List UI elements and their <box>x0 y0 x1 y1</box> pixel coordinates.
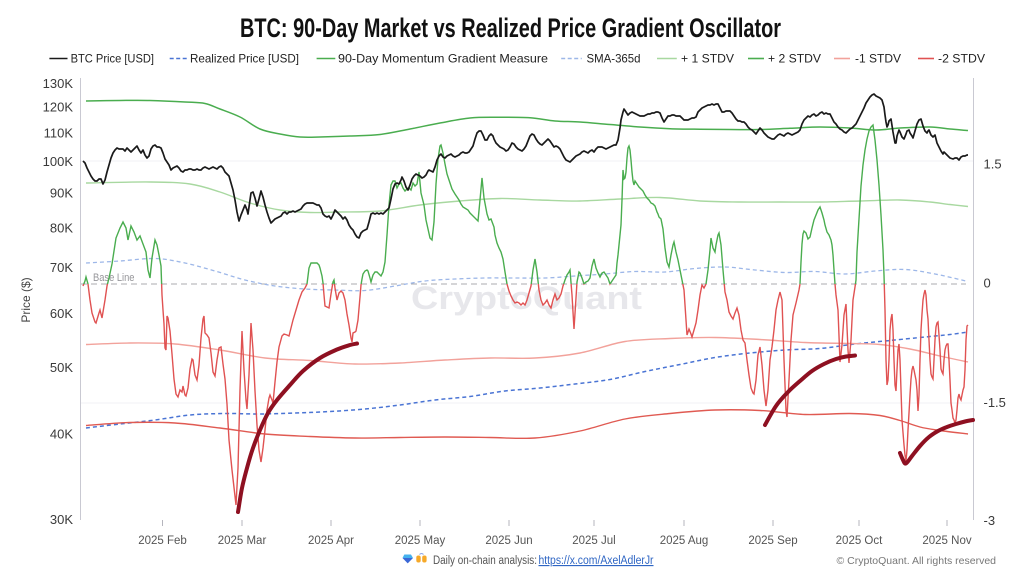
svg-text:2025 Jul: 2025 Jul <box>572 535 615 547</box>
svg-text:2025 May: 2025 May <box>395 535 446 547</box>
svg-text:2025 Mar: 2025 Mar <box>218 535 267 547</box>
svg-text:90K: 90K <box>50 185 73 200</box>
svg-text:https://x.com/AxelAdlerJr: https://x.com/AxelAdlerJr <box>539 555 654 567</box>
svg-text:BTC: 90-Day Market vs Realized: BTC: 90-Day Market vs Realized Price Gra… <box>240 13 781 43</box>
svg-text:100K: 100K <box>43 154 74 169</box>
svg-text:40K: 40K <box>50 427 73 442</box>
svg-text:2025 Jun: 2025 Jun <box>485 535 532 547</box>
svg-text:+ 2 STDV: + 2 STDV <box>768 52 821 66</box>
svg-text:2025 Nov: 2025 Nov <box>922 535 971 547</box>
svg-text:-3: -3 <box>984 513 996 528</box>
svg-text:70K: 70K <box>50 260 73 275</box>
svg-text:2025 Sep: 2025 Sep <box>748 535 797 547</box>
svg-text:SMA-365d: SMA-365d <box>587 52 641 66</box>
svg-text:-2 STDV: -2 STDV <box>938 52 985 66</box>
svg-text:2025 Oct: 2025 Oct <box>836 535 883 547</box>
svg-text:130K: 130K <box>43 76 74 91</box>
svg-text:BTC Price [USD]: BTC Price [USD] <box>71 52 154 66</box>
svg-text:+ 1 STDV: + 1 STDV <box>681 52 734 66</box>
svg-text:30K: 30K <box>50 512 73 527</box>
svg-text:Base Line: Base Line <box>93 272 135 284</box>
svg-text:2025 Aug: 2025 Aug <box>660 535 709 547</box>
svg-text:2025 Apr: 2025 Apr <box>308 535 354 547</box>
svg-text:50K: 50K <box>50 360 73 375</box>
svg-text:80K: 80K <box>50 220 73 235</box>
svg-text:CryptoQuant: CryptoQuant <box>411 280 642 316</box>
svg-text:0: 0 <box>984 276 991 291</box>
svg-text:© CryptoQuant. All rights rese: © CryptoQuant. All rights reserved <box>837 555 997 567</box>
svg-text:1.5: 1.5 <box>984 157 1002 172</box>
svg-text:90-Day Momentum Gradient Measu: 90-Day Momentum Gradient Measure <box>338 52 548 66</box>
svg-text:Realized Price [USD]: Realized Price [USD] <box>190 52 299 66</box>
svg-text:-1.5: -1.5 <box>984 395 1006 410</box>
svg-text:110K: 110K <box>44 125 74 140</box>
svg-text:2025 Feb: 2025 Feb <box>138 535 187 547</box>
svg-text:Daily on-chain analysis:: Daily on-chain analysis: <box>433 555 537 567</box>
svg-text:Price ($): Price ($) <box>19 277 33 322</box>
svg-text:120K: 120K <box>43 100 74 115</box>
svg-text:60K: 60K <box>50 306 73 321</box>
svg-text:-1 STDV: -1 STDV <box>855 52 901 66</box>
